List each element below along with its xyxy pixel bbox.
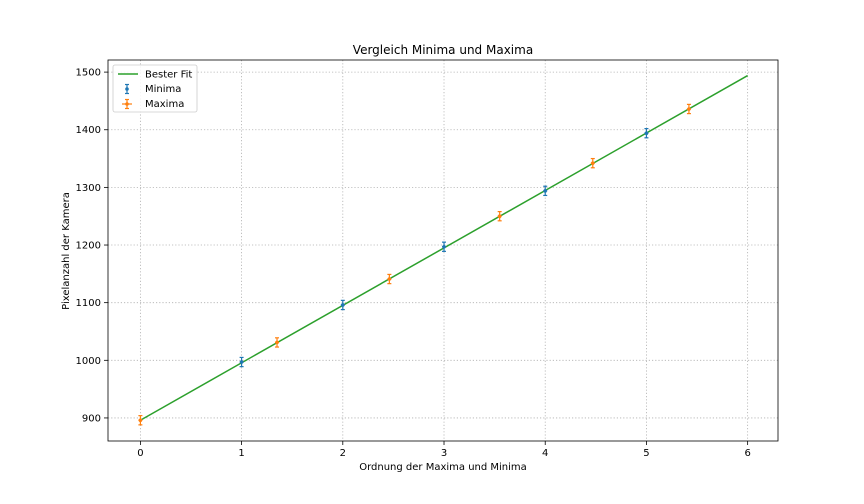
minima-point [543,185,548,197]
x-tick-label: 5 [643,448,649,459]
minima-point [644,127,649,139]
y-tick-label: 1100 [76,298,101,309]
maxima-point [138,415,143,426]
data-points [138,103,691,426]
maxima-marker [275,340,279,345]
legend-minima-swatch [125,83,129,95]
x-tick-label: 3 [441,448,447,459]
minima-marker [644,131,649,136]
maxima-point [686,103,691,115]
legend: Bester Fit Minima Maxima [112,64,198,113]
axes: 0 1 2 3 4 5 6 900 1000 1100 1200 1300 1400 1500 [76,68,751,459]
minima-marker [543,189,548,193]
x-tick-label: 4 [542,448,548,459]
maxima-marker [687,107,691,111]
maxima-marker [138,418,143,423]
x-tick-label: 2 [340,448,346,459]
legend-maxima-label: Maxima [145,99,184,110]
x-tick-label: 6 [744,448,750,459]
y-tick-label: 1200 [76,241,101,252]
legend-box [112,64,198,113]
x-axis-label: Ordnung der Maxima und Minima [359,462,527,473]
y-tick-label: 1500 [76,68,101,79]
maxima-point [497,210,502,222]
maxima-point [590,157,595,169]
y-tick-label: 900 [82,413,101,424]
y-axis-label: Pixelanzahl der Kamera [61,192,72,310]
maxima-point [387,273,392,285]
x-tick-label: 1 [238,448,244,459]
maxima-marker [497,214,502,219]
y-tick-label: 1000 [76,356,101,367]
maxima-marker [387,277,392,281]
x-tick-label: 0 [137,448,143,459]
legend-maxima-swatch [122,98,132,110]
minima-point [239,356,244,368]
minima-marker [442,244,446,249]
legend-minima-label: Minima [145,84,181,95]
maxima-point [274,337,280,348]
minima-point [441,241,447,252]
minima-point [340,299,345,311]
maxima-marker [590,161,595,165]
grid [108,60,778,441]
y-tick-label: 1300 [76,183,101,194]
minima-marker [341,303,345,307]
chart-title: Vergleich Minima und Maxima [353,43,533,57]
legend-fit-label: Bester Fit [145,70,192,81]
plot-frame [107,59,779,442]
y-tick-label: 1400 [76,125,101,136]
minima-marker [239,360,244,364]
